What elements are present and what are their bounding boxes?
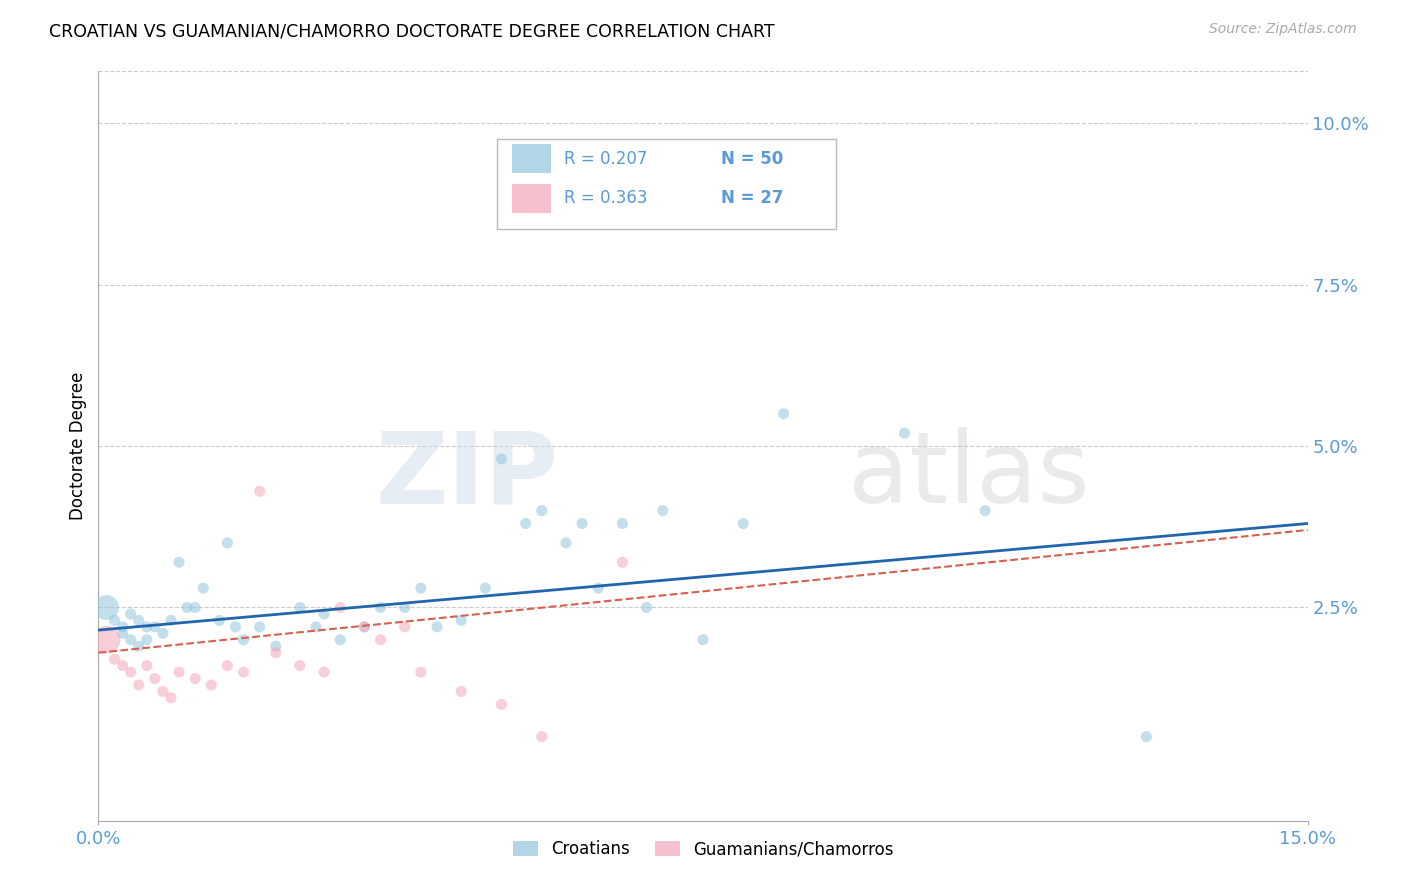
Point — [305, 620, 328, 634]
Point — [353, 620, 375, 634]
Point — [217, 536, 239, 550]
Point — [409, 581, 432, 595]
Point — [120, 665, 142, 679]
Point — [450, 614, 472, 628]
Point — [450, 684, 472, 698]
Point — [264, 639, 287, 653]
Point — [96, 632, 118, 647]
Point — [160, 614, 183, 628]
Point — [651, 503, 673, 517]
Point — [530, 730, 553, 744]
Point — [813, 213, 835, 227]
Point — [370, 600, 392, 615]
Point — [249, 620, 271, 634]
Point — [184, 672, 207, 686]
Point — [128, 678, 150, 692]
Point — [426, 620, 449, 634]
Point — [96, 600, 118, 615]
Point — [555, 536, 578, 550]
Point — [515, 516, 537, 531]
Point — [772, 407, 794, 421]
Text: R = 0.363: R = 0.363 — [564, 189, 647, 207]
Point — [474, 581, 496, 595]
Text: Source: ZipAtlas.com: Source: ZipAtlas.com — [1209, 22, 1357, 37]
Point — [733, 516, 755, 531]
Point — [111, 658, 134, 673]
Point — [370, 632, 392, 647]
Legend: Croatians, Guamanians/Chamorros: Croatians, Guamanians/Chamorros — [506, 833, 900, 864]
Y-axis label: Doctorate Degree: Doctorate Degree — [69, 372, 87, 520]
Text: N = 50: N = 50 — [721, 150, 783, 168]
Point — [612, 555, 634, 569]
Point — [152, 626, 174, 640]
Point — [176, 600, 198, 615]
Text: R = 0.207: R = 0.207 — [564, 150, 647, 168]
Point — [167, 665, 190, 679]
Point — [111, 620, 134, 634]
Point — [394, 620, 416, 634]
Point — [103, 614, 125, 628]
Point — [111, 626, 134, 640]
Point — [530, 503, 553, 517]
Point — [586, 581, 609, 595]
Text: N = 27: N = 27 — [721, 189, 783, 207]
Point — [353, 620, 375, 634]
FancyBboxPatch shape — [498, 139, 837, 228]
Point — [184, 600, 207, 615]
Point — [128, 639, 150, 653]
Point — [491, 451, 513, 466]
Point — [571, 516, 593, 531]
Point — [143, 620, 166, 634]
Point — [193, 581, 215, 595]
Point — [636, 600, 658, 615]
Point — [232, 665, 254, 679]
Point — [208, 614, 231, 628]
Point — [160, 690, 183, 705]
Point — [135, 632, 157, 647]
Point — [491, 698, 513, 712]
Point — [1135, 730, 1157, 744]
Point — [409, 665, 432, 679]
Point — [264, 646, 287, 660]
Point — [135, 658, 157, 673]
Point — [152, 684, 174, 698]
FancyBboxPatch shape — [512, 184, 551, 212]
Point — [249, 484, 271, 499]
FancyBboxPatch shape — [512, 145, 551, 173]
Point — [974, 503, 997, 517]
Point — [120, 607, 142, 621]
Point — [103, 652, 125, 666]
Point — [893, 426, 915, 441]
Point — [143, 672, 166, 686]
Point — [167, 555, 190, 569]
Point — [135, 620, 157, 634]
Point — [612, 516, 634, 531]
Point — [288, 658, 311, 673]
Point — [217, 658, 239, 673]
Point — [394, 600, 416, 615]
Point — [329, 632, 352, 647]
Point — [288, 600, 311, 615]
Point — [224, 620, 246, 634]
Point — [314, 607, 336, 621]
Text: CROATIAN VS GUAMANIAN/CHAMORRO DOCTORATE DEGREE CORRELATION CHART: CROATIAN VS GUAMANIAN/CHAMORRO DOCTORATE… — [49, 22, 775, 40]
Point — [329, 600, 352, 615]
Text: ZIP: ZIP — [375, 427, 558, 524]
Point — [232, 632, 254, 647]
Point — [200, 678, 222, 692]
Point — [120, 632, 142, 647]
Point — [314, 665, 336, 679]
Point — [692, 632, 714, 647]
Text: atlas: atlas — [848, 427, 1090, 524]
Point — [128, 614, 150, 628]
